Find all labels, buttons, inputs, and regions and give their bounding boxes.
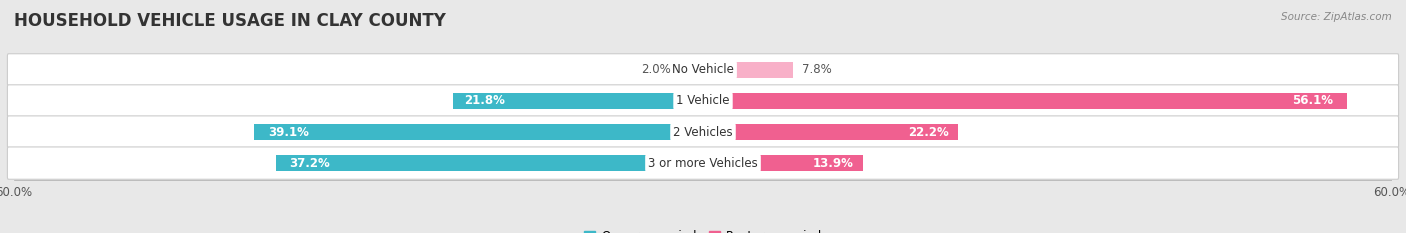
Text: 21.8%: 21.8% xyxy=(464,94,505,107)
Bar xyxy=(703,62,793,78)
Text: 37.2%: 37.2% xyxy=(290,157,330,170)
Bar xyxy=(703,93,1347,109)
Bar xyxy=(681,62,703,78)
FancyBboxPatch shape xyxy=(7,85,1399,117)
Bar xyxy=(453,93,703,109)
Text: 2 Vehicles: 2 Vehicles xyxy=(673,126,733,139)
Text: No Vehicle: No Vehicle xyxy=(672,63,734,76)
Text: 2.0%: 2.0% xyxy=(641,63,671,76)
Text: 39.1%: 39.1% xyxy=(267,126,309,139)
Bar xyxy=(276,155,703,171)
Text: 7.8%: 7.8% xyxy=(801,63,831,76)
Legend: Owner-occupied, Renter-occupied: Owner-occupied, Renter-occupied xyxy=(579,225,827,233)
FancyBboxPatch shape xyxy=(7,54,1399,86)
Bar xyxy=(703,124,957,140)
FancyBboxPatch shape xyxy=(7,116,1399,148)
Bar xyxy=(703,155,863,171)
Text: 13.9%: 13.9% xyxy=(813,157,853,170)
FancyBboxPatch shape xyxy=(7,147,1399,179)
Text: 56.1%: 56.1% xyxy=(1292,94,1333,107)
Text: 22.2%: 22.2% xyxy=(908,126,949,139)
Text: 1 Vehicle: 1 Vehicle xyxy=(676,94,730,107)
Text: Source: ZipAtlas.com: Source: ZipAtlas.com xyxy=(1281,12,1392,22)
Text: 3 or more Vehicles: 3 or more Vehicles xyxy=(648,157,758,170)
Text: HOUSEHOLD VEHICLE USAGE IN CLAY COUNTY: HOUSEHOLD VEHICLE USAGE IN CLAY COUNTY xyxy=(14,12,446,30)
Bar xyxy=(254,124,703,140)
